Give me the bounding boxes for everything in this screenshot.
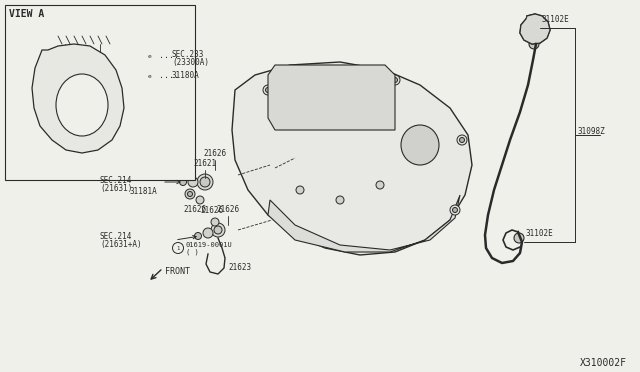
Circle shape xyxy=(31,70,36,74)
Text: (21631+A): (21631+A) xyxy=(100,240,141,249)
Text: (21631): (21631) xyxy=(100,184,132,193)
Ellipse shape xyxy=(401,125,439,165)
Circle shape xyxy=(452,208,458,212)
Polygon shape xyxy=(520,14,550,44)
Circle shape xyxy=(197,174,213,190)
Circle shape xyxy=(296,186,304,194)
Bar xyxy=(5,5,195,180)
Polygon shape xyxy=(232,62,472,255)
Text: 31102E: 31102E xyxy=(526,229,554,238)
Circle shape xyxy=(188,177,198,187)
Circle shape xyxy=(179,179,186,186)
Circle shape xyxy=(106,145,111,151)
Text: VIEW A: VIEW A xyxy=(9,9,44,19)
Circle shape xyxy=(147,70,157,80)
Circle shape xyxy=(376,181,384,189)
Circle shape xyxy=(35,47,45,57)
Text: 21626: 21626 xyxy=(216,205,239,214)
Text: SEC.214: SEC.214 xyxy=(100,176,132,185)
Circle shape xyxy=(65,145,75,155)
Circle shape xyxy=(203,228,213,238)
Circle shape xyxy=(67,148,72,153)
Text: 31102E: 31102E xyxy=(542,15,570,24)
Text: 21626: 21626 xyxy=(200,206,223,215)
Circle shape xyxy=(48,133,58,143)
Text: FRONT: FRONT xyxy=(165,267,190,276)
Circle shape xyxy=(103,143,113,153)
Circle shape xyxy=(211,223,225,237)
Circle shape xyxy=(115,127,125,137)
Circle shape xyxy=(35,113,45,123)
Circle shape xyxy=(188,192,193,196)
Text: 21621: 21621 xyxy=(193,159,216,168)
Circle shape xyxy=(33,93,38,97)
Circle shape xyxy=(38,49,42,55)
Circle shape xyxy=(450,205,460,215)
Circle shape xyxy=(29,67,39,77)
Text: e: e xyxy=(148,74,152,78)
Circle shape xyxy=(266,87,271,93)
Circle shape xyxy=(147,50,157,60)
Circle shape xyxy=(460,138,465,142)
Circle shape xyxy=(214,226,222,234)
Ellipse shape xyxy=(56,74,108,136)
Circle shape xyxy=(392,77,397,83)
Circle shape xyxy=(173,243,184,253)
Text: 31181A: 31181A xyxy=(130,186,157,196)
Circle shape xyxy=(457,135,467,145)
Circle shape xyxy=(38,115,42,121)
Circle shape xyxy=(390,75,400,85)
Circle shape xyxy=(85,149,95,159)
Text: 21626: 21626 xyxy=(184,205,207,214)
Circle shape xyxy=(118,129,122,135)
Text: ( ): ( ) xyxy=(186,249,199,255)
Circle shape xyxy=(529,39,539,49)
Circle shape xyxy=(410,135,430,155)
Circle shape xyxy=(185,189,195,199)
Text: 1: 1 xyxy=(177,247,180,251)
Text: ....: .... xyxy=(159,71,179,80)
Circle shape xyxy=(30,90,40,100)
Text: 31098Z: 31098Z xyxy=(577,128,605,137)
Text: SEC.214: SEC.214 xyxy=(100,232,132,241)
Text: e: e xyxy=(148,54,152,58)
Circle shape xyxy=(200,177,210,187)
Text: 31180A: 31180A xyxy=(172,71,200,80)
Text: X310002F: X310002F xyxy=(580,358,627,368)
Circle shape xyxy=(96,40,104,48)
Circle shape xyxy=(88,151,93,157)
Polygon shape xyxy=(268,195,460,252)
Circle shape xyxy=(211,218,219,226)
Text: ....: .... xyxy=(159,51,179,60)
Text: 21626: 21626 xyxy=(204,149,227,158)
Circle shape xyxy=(336,196,344,204)
Circle shape xyxy=(196,196,204,204)
Text: 01619-0001U: 01619-0001U xyxy=(186,242,233,248)
Polygon shape xyxy=(32,44,124,153)
Circle shape xyxy=(263,85,273,95)
Circle shape xyxy=(51,135,56,141)
Text: 21623: 21623 xyxy=(228,263,251,273)
Text: SEC.233: SEC.233 xyxy=(172,50,204,59)
Circle shape xyxy=(514,233,524,243)
Polygon shape xyxy=(268,65,395,130)
Text: (23300A): (23300A) xyxy=(172,58,209,67)
Circle shape xyxy=(195,232,202,240)
Circle shape xyxy=(61,40,69,48)
